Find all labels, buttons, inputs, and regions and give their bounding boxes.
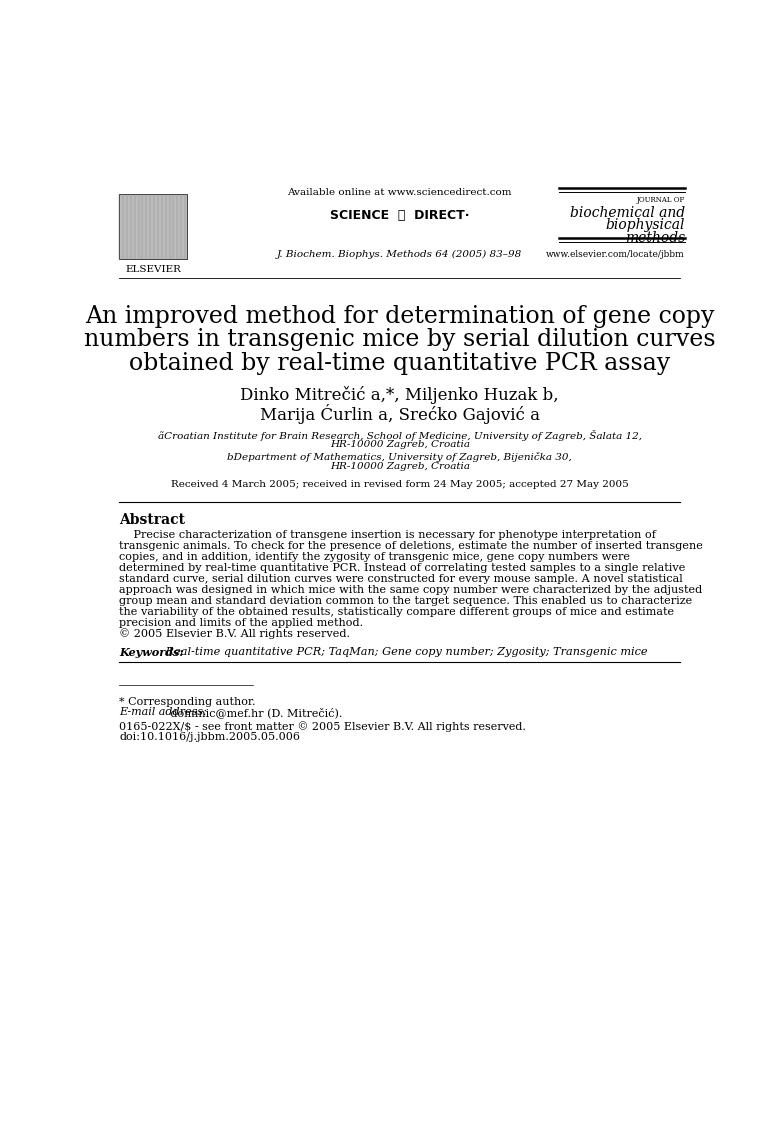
- Text: determined by real-time quantitative PCR. Instead of correlating tested samples : determined by real-time quantitative PCR…: [119, 563, 686, 573]
- Text: the variability of the obtained results, statistically compare different groups : the variability of the obtained results,…: [119, 607, 675, 616]
- Text: An improved method for determination of gene copy: An improved method for determination of …: [85, 306, 714, 329]
- Text: bDepartment of Mathematics, University of Zagreb, Bijenička 30,: bDepartment of Mathematics, University o…: [228, 452, 572, 461]
- Text: Received 4 March 2005; received in revised form 24 May 2005; accepted 27 May 200: Received 4 March 2005; received in revis…: [171, 480, 629, 489]
- Text: SCIENCE  ⓐ  DIRECT·: SCIENCE ⓐ DIRECT·: [330, 210, 470, 222]
- Text: Real-time quantitative PCR; TaqMan; Gene copy number; Zygosity; Transgenic mice: Real-time quantitative PCR; TaqMan; Gene…: [161, 647, 647, 657]
- Text: ãCroatian Institute for Brain Research, School of Medicine, University of Zagreb: ãCroatian Institute for Brain Research, …: [158, 431, 642, 441]
- Text: Dinko Mitrečić a,*, Miljenko Huzak b,: Dinko Mitrečić a,*, Miljenko Huzak b,: [240, 386, 559, 404]
- Text: www.elsevier.com/locate/jbbm: www.elsevier.com/locate/jbbm: [546, 250, 685, 259]
- Text: biochemical and: biochemical and: [570, 206, 685, 220]
- Text: HR-10000 Zagreb, Croatia: HR-10000 Zagreb, Croatia: [330, 461, 470, 470]
- Text: * Corresponding author.: * Corresponding author.: [119, 697, 256, 707]
- Text: copies, and in addition, identify the zygosity of transgenic mice, gene copy num: copies, and in addition, identify the zy…: [119, 552, 630, 562]
- Text: doi:10.1016/j.jbbm.2005.05.006: doi:10.1016/j.jbbm.2005.05.006: [119, 732, 300, 742]
- Text: © 2005 Elsevier B.V. All rights reserved.: © 2005 Elsevier B.V. All rights reserved…: [119, 629, 350, 639]
- Text: Available online at www.sciencedirect.com: Available online at www.sciencedirect.co…: [288, 188, 512, 197]
- Text: obtained by real-time quantitative PCR assay: obtained by real-time quantitative PCR a…: [129, 351, 670, 375]
- Text: Abstract: Abstract: [119, 513, 185, 527]
- Text: group mean and standard deviation common to the target sequence. This enabled us: group mean and standard deviation common…: [119, 596, 693, 606]
- Text: J. Biochem. Biophys. Methods 64 (2005) 83–98: J. Biochem. Biophys. Methods 64 (2005) 8…: [277, 250, 523, 259]
- Text: standard curve, serial dilution curves were constructed for every mouse sample. : standard curve, serial dilution curves w…: [119, 574, 683, 583]
- Text: Keywords:: Keywords:: [119, 647, 184, 658]
- Text: E-mail address:: E-mail address:: [119, 707, 207, 717]
- Text: HR-10000 Zagreb, Croatia: HR-10000 Zagreb, Croatia: [330, 440, 470, 449]
- Text: transgenic animals. To check for the presence of deletions, estimate the number : transgenic animals. To check for the pre…: [119, 542, 703, 551]
- Text: methods: methods: [625, 231, 685, 245]
- Text: Marija Ćurlin a, Srećko Gajović a: Marija Ćurlin a, Srećko Gajović a: [260, 404, 540, 424]
- Text: Precise characterization of transgene insertion is necessary for phenotype inter: Precise characterization of transgene in…: [119, 530, 656, 540]
- Text: ELSEVIER: ELSEVIER: [126, 265, 181, 274]
- Text: dominic@mef.hr (D. Mitrečić).: dominic@mef.hr (D. Mitrečić).: [167, 707, 342, 718]
- Text: approach was designed in which mice with the same copy number were characterized: approach was designed in which mice with…: [119, 585, 703, 595]
- Text: biophysical: biophysical: [605, 219, 685, 232]
- Text: JOURNAL OF: JOURNAL OF: [636, 196, 685, 204]
- Bar: [119, 194, 187, 259]
- Text: 0165-022X/$ - see front matter © 2005 Elsevier B.V. All rights reserved.: 0165-022X/$ - see front matter © 2005 El…: [119, 722, 526, 732]
- Text: precision and limits of the applied method.: precision and limits of the applied meth…: [119, 617, 363, 628]
- Text: numbers in transgenic mice by serial dilution curves: numbers in transgenic mice by serial dil…: [84, 329, 715, 351]
